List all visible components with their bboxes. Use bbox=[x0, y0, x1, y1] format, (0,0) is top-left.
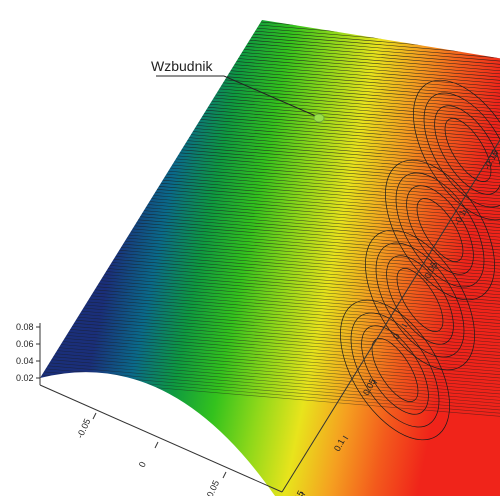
vertical-axis-tick-label: 0.02 bbox=[16, 373, 34, 383]
exciter-marker bbox=[314, 114, 324, 122]
annotation-label: Wzbudnik bbox=[151, 58, 213, 74]
vertical-axis: 0.08 0.06 0.04 0.02 bbox=[16, 322, 40, 385]
vertical-axis-tick-label: 0.08 bbox=[16, 322, 34, 332]
vertical-axis-tick-label: 0.06 bbox=[16, 339, 34, 349]
vertical-axis-tick-label: 0.04 bbox=[16, 356, 34, 366]
